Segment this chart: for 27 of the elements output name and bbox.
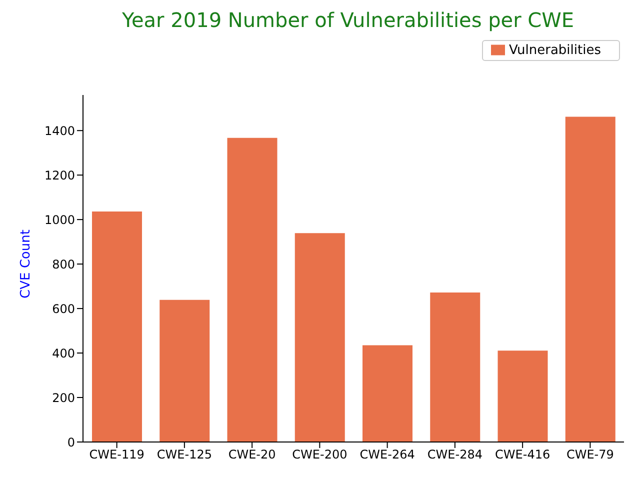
x-tick-label: CWE-264 (360, 448, 415, 462)
x-tick-label: CWE-284 (427, 448, 482, 462)
bar (160, 300, 210, 442)
x-tick-label: CWE-200 (292, 448, 348, 462)
y-tick-label: 0 (67, 435, 75, 450)
bar (227, 138, 278, 442)
y-tick-label: 1000 (44, 212, 75, 227)
bar (498, 350, 548, 442)
bar (362, 345, 412, 442)
x-tick-label: CWE-79 (566, 448, 614, 462)
y-axis-title: CVE Count (18, 230, 34, 298)
legend-label: Vulnerabilities (509, 43, 601, 58)
x-tick-label: CWE-119 (89, 448, 144, 462)
y-tick-label: 600 (52, 302, 75, 316)
y-tick-label: 400 (52, 346, 75, 360)
y-tick-label: 1200 (44, 168, 75, 182)
bar (294, 233, 345, 442)
x-tick-label: CWE-20 (228, 448, 276, 462)
x-tick-label: CWE-125 (156, 448, 212, 462)
bar (430, 292, 480, 442)
bar (565, 116, 616, 442)
y-tick-label: 200 (52, 390, 75, 405)
chart-title: Year 2019 Number of Vulnerabilities per CWE (120, 8, 576, 34)
x-tick-label: CWE-416 (495, 448, 550, 462)
bar (92, 212, 142, 442)
y-tick-label: 800 (52, 257, 75, 272)
y-tick-label: 1400 (44, 124, 75, 138)
